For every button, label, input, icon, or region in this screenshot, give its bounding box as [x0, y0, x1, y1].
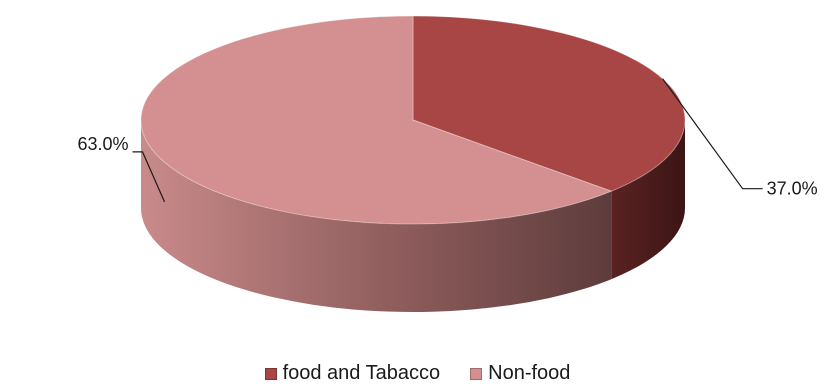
legend-swatch-food-and-tabacco	[264, 367, 277, 380]
data-label-food-and-tabacco: 37.0%	[767, 179, 818, 199]
legend-label-non-food: Non-food	[488, 362, 571, 384]
legend-item-non-food: Non-food	[470, 362, 570, 385]
pie-side-non-food	[140, 120, 612, 312]
pie-side-food-and-tabacco	[611, 120, 685, 280]
legend: food and Tabacco Non-food	[0, 362, 835, 385]
pie-slice-non-food	[140, 15, 613, 225]
pie-slice-food-and-tabacco	[412, 15, 686, 192]
pie-chart-canvas: 37.0% 63.0%	[77, 15, 818, 312]
data-label-non-food: 63.0%	[77, 134, 128, 154]
legend-item-food-and-tabacco: food and Tabacco	[264, 362, 441, 385]
leader-line-food-and-tabacco	[662, 78, 763, 190]
legend-label-food-and-tabacco: food and Tabacco	[282, 362, 441, 384]
leader-line-non-food	[132, 151, 166, 203]
legend-swatch-non-food	[470, 367, 483, 380]
